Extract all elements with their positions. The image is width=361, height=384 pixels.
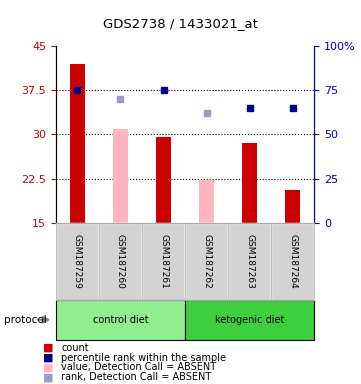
Bar xyxy=(285,190,300,223)
Text: ■: ■ xyxy=(43,362,54,372)
Text: control diet: control diet xyxy=(93,314,148,325)
Bar xyxy=(242,143,257,223)
Bar xyxy=(156,137,171,223)
Text: rank, Detection Call = ABSENT: rank, Detection Call = ABSENT xyxy=(61,372,212,382)
Bar xyxy=(199,180,214,223)
Text: GSM187260: GSM187260 xyxy=(116,234,125,288)
Text: GDS2738 / 1433021_at: GDS2738 / 1433021_at xyxy=(103,17,258,30)
Text: GSM187264: GSM187264 xyxy=(288,234,297,288)
Text: GSM187261: GSM187261 xyxy=(159,234,168,288)
Text: ■: ■ xyxy=(43,372,54,382)
Text: GSM187263: GSM187263 xyxy=(245,234,254,288)
Text: ■: ■ xyxy=(43,353,54,362)
Bar xyxy=(70,64,85,223)
Text: count: count xyxy=(61,343,89,353)
Text: protocol: protocol xyxy=(4,314,46,325)
Text: value, Detection Call = ABSENT: value, Detection Call = ABSENT xyxy=(61,362,217,372)
Text: ■: ■ xyxy=(43,343,54,353)
Text: GSM187262: GSM187262 xyxy=(202,234,211,288)
Text: GSM187259: GSM187259 xyxy=(73,234,82,288)
Text: ketogenic diet: ketogenic diet xyxy=(215,314,284,325)
Bar xyxy=(113,129,128,223)
Text: percentile rank within the sample: percentile rank within the sample xyxy=(61,353,226,362)
